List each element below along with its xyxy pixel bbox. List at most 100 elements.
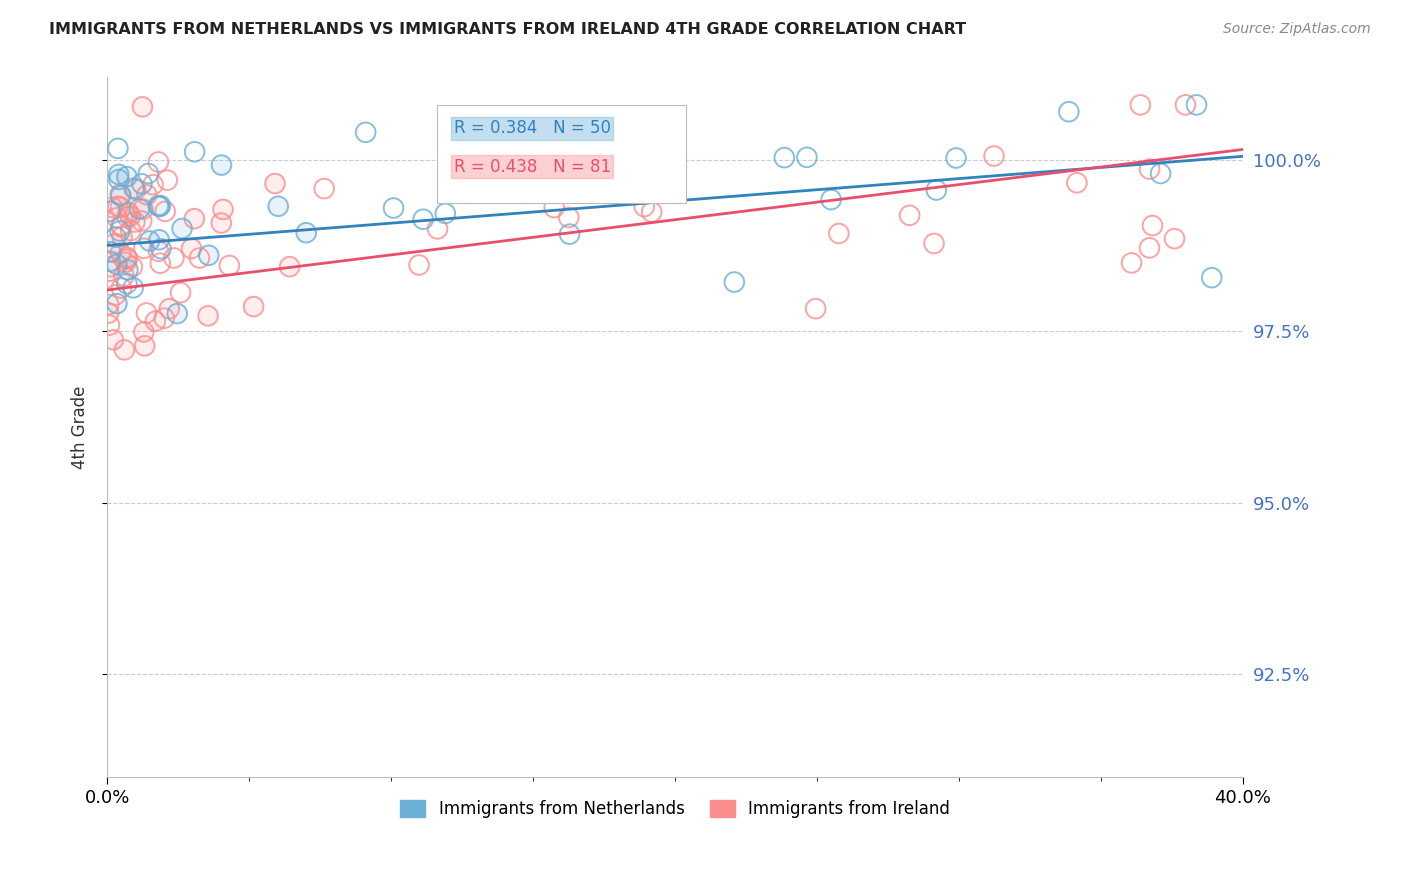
Point xyxy=(148,199,170,213)
Point xyxy=(600,178,623,192)
Point xyxy=(163,251,186,265)
Point xyxy=(100,244,122,259)
Point xyxy=(103,237,125,252)
Point xyxy=(267,199,290,213)
Point xyxy=(115,251,138,265)
Point xyxy=(218,259,240,273)
Point xyxy=(108,224,131,238)
FancyBboxPatch shape xyxy=(437,105,686,203)
Point xyxy=(1174,98,1197,112)
Point xyxy=(132,325,155,339)
Point xyxy=(267,199,290,213)
Point xyxy=(117,205,139,219)
Point xyxy=(197,248,219,262)
Point xyxy=(278,260,301,274)
Point xyxy=(105,296,128,310)
Point xyxy=(558,227,581,242)
Point xyxy=(796,150,818,164)
Point xyxy=(606,135,628,149)
Point xyxy=(104,288,127,302)
Point xyxy=(101,200,124,214)
Point xyxy=(828,227,851,241)
Point xyxy=(103,333,125,347)
Point xyxy=(135,306,157,320)
Point xyxy=(134,339,156,353)
Point xyxy=(983,149,1005,163)
Point xyxy=(98,260,121,274)
Point xyxy=(278,260,301,274)
Point xyxy=(166,307,188,321)
Point xyxy=(804,301,827,316)
Point xyxy=(120,209,142,223)
Point xyxy=(131,100,153,114)
Point xyxy=(110,200,132,214)
Point xyxy=(183,211,205,226)
Point xyxy=(138,234,160,248)
Point xyxy=(110,188,132,202)
Point xyxy=(128,202,150,216)
Point xyxy=(242,300,264,314)
Point xyxy=(631,122,654,136)
Point xyxy=(125,183,148,197)
Point xyxy=(170,221,193,235)
Point xyxy=(295,226,318,240)
Point xyxy=(149,256,172,270)
Point xyxy=(408,258,430,272)
Point xyxy=(104,230,127,244)
Point xyxy=(115,251,138,265)
Point xyxy=(723,275,745,289)
Point xyxy=(242,300,264,314)
Point xyxy=(135,187,157,202)
Point xyxy=(558,211,581,225)
Point xyxy=(107,172,129,186)
Point xyxy=(1139,162,1161,177)
Point xyxy=(633,200,655,214)
Point xyxy=(132,202,155,217)
Point xyxy=(117,252,139,266)
Point xyxy=(132,241,155,255)
Point xyxy=(157,301,180,316)
Point xyxy=(1149,167,1171,181)
Point xyxy=(1129,98,1152,112)
Point xyxy=(105,258,128,272)
Point xyxy=(124,215,146,229)
Point xyxy=(138,234,160,248)
Point xyxy=(107,172,129,186)
Point xyxy=(157,301,180,316)
Point xyxy=(135,187,157,202)
Point xyxy=(143,314,166,328)
Point xyxy=(105,258,128,272)
Point xyxy=(295,226,318,240)
Point xyxy=(115,169,138,184)
Point xyxy=(124,215,146,229)
Point xyxy=(197,309,219,323)
Point xyxy=(112,343,135,357)
Point xyxy=(97,306,120,320)
Point xyxy=(1142,219,1164,233)
Point xyxy=(212,202,235,217)
Point xyxy=(820,193,842,207)
Point xyxy=(1139,241,1161,255)
Point xyxy=(1163,232,1185,246)
Point xyxy=(543,201,565,215)
Point xyxy=(98,264,121,278)
Point xyxy=(1201,270,1223,285)
Point xyxy=(110,281,132,295)
Point xyxy=(105,296,128,310)
Point xyxy=(115,210,138,224)
Point xyxy=(107,168,129,182)
Point xyxy=(105,211,128,225)
Point xyxy=(180,242,202,256)
Point xyxy=(156,173,179,187)
Point xyxy=(142,178,165,192)
Point xyxy=(97,297,120,311)
Point xyxy=(264,177,287,191)
Point xyxy=(898,208,921,222)
Point xyxy=(131,214,153,228)
Point xyxy=(449,172,471,186)
Point xyxy=(153,204,176,219)
Point xyxy=(131,100,153,114)
Point xyxy=(98,204,121,219)
Point xyxy=(108,187,131,202)
Point xyxy=(136,167,159,181)
